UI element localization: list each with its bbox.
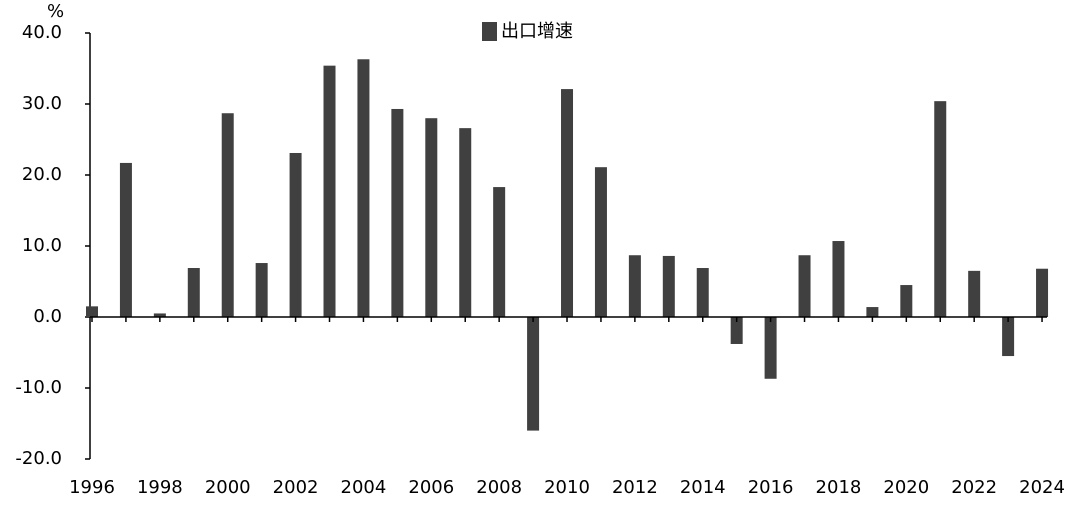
bar	[119, 162, 132, 317]
bar	[391, 108, 404, 317]
bar	[221, 113, 234, 317]
x-tick-label: 2020	[883, 477, 929, 498]
bar	[934, 101, 947, 317]
bar	[968, 270, 981, 317]
x-tick-label: 2018	[816, 477, 862, 498]
bar	[764, 317, 777, 379]
bar	[459, 128, 472, 317]
bar	[493, 187, 506, 317]
bar	[187, 268, 200, 317]
x-tick-label: 2012	[612, 477, 658, 498]
x-tick-label: 2004	[341, 477, 387, 498]
bar	[730, 317, 743, 344]
legend-label: 出口增速	[501, 21, 573, 42]
bar	[323, 65, 336, 317]
y-tick-label: -20.0	[15, 448, 62, 469]
y-unit: %	[47, 1, 64, 22]
bar	[662, 255, 675, 317]
bar	[255, 263, 268, 317]
x-tick-label: 2000	[205, 477, 251, 498]
bar	[527, 317, 540, 431]
x-tick-label: 2024	[1019, 477, 1065, 498]
bar	[594, 167, 607, 317]
bar	[866, 307, 879, 317]
x-tick-label: 1998	[137, 477, 183, 498]
bar	[1002, 317, 1015, 357]
bar	[628, 255, 641, 317]
y-tick-label: 20.0	[22, 164, 62, 185]
bar	[425, 118, 438, 317]
bar	[289, 152, 302, 317]
x-tick-label: 2002	[273, 477, 319, 498]
bar	[1036, 268, 1049, 317]
bar	[798, 255, 811, 317]
x-tick-label: 2016	[748, 477, 794, 498]
x-tick-label: 2010	[544, 477, 590, 498]
y-tick-label: 0.0	[33, 306, 62, 327]
bar	[153, 313, 166, 317]
legend-swatch	[482, 22, 497, 41]
y-tick-label: 40.0	[22, 22, 62, 43]
y-tick-label: 30.0	[22, 93, 62, 114]
x-tick-label: 1996	[69, 477, 115, 498]
bar	[832, 241, 845, 317]
bar	[900, 285, 913, 317]
bar	[561, 89, 574, 317]
y-tick-label: 10.0	[22, 235, 62, 256]
bar	[357, 59, 370, 318]
bar	[696, 268, 709, 317]
bar	[86, 306, 98, 317]
x-tick-label: 2014	[680, 477, 726, 498]
x-tick-label: 2008	[476, 477, 522, 498]
x-tick-label: 2022	[951, 477, 997, 498]
x-tick-label: 2006	[408, 477, 454, 498]
y-tick-label: -10.0	[15, 377, 62, 398]
